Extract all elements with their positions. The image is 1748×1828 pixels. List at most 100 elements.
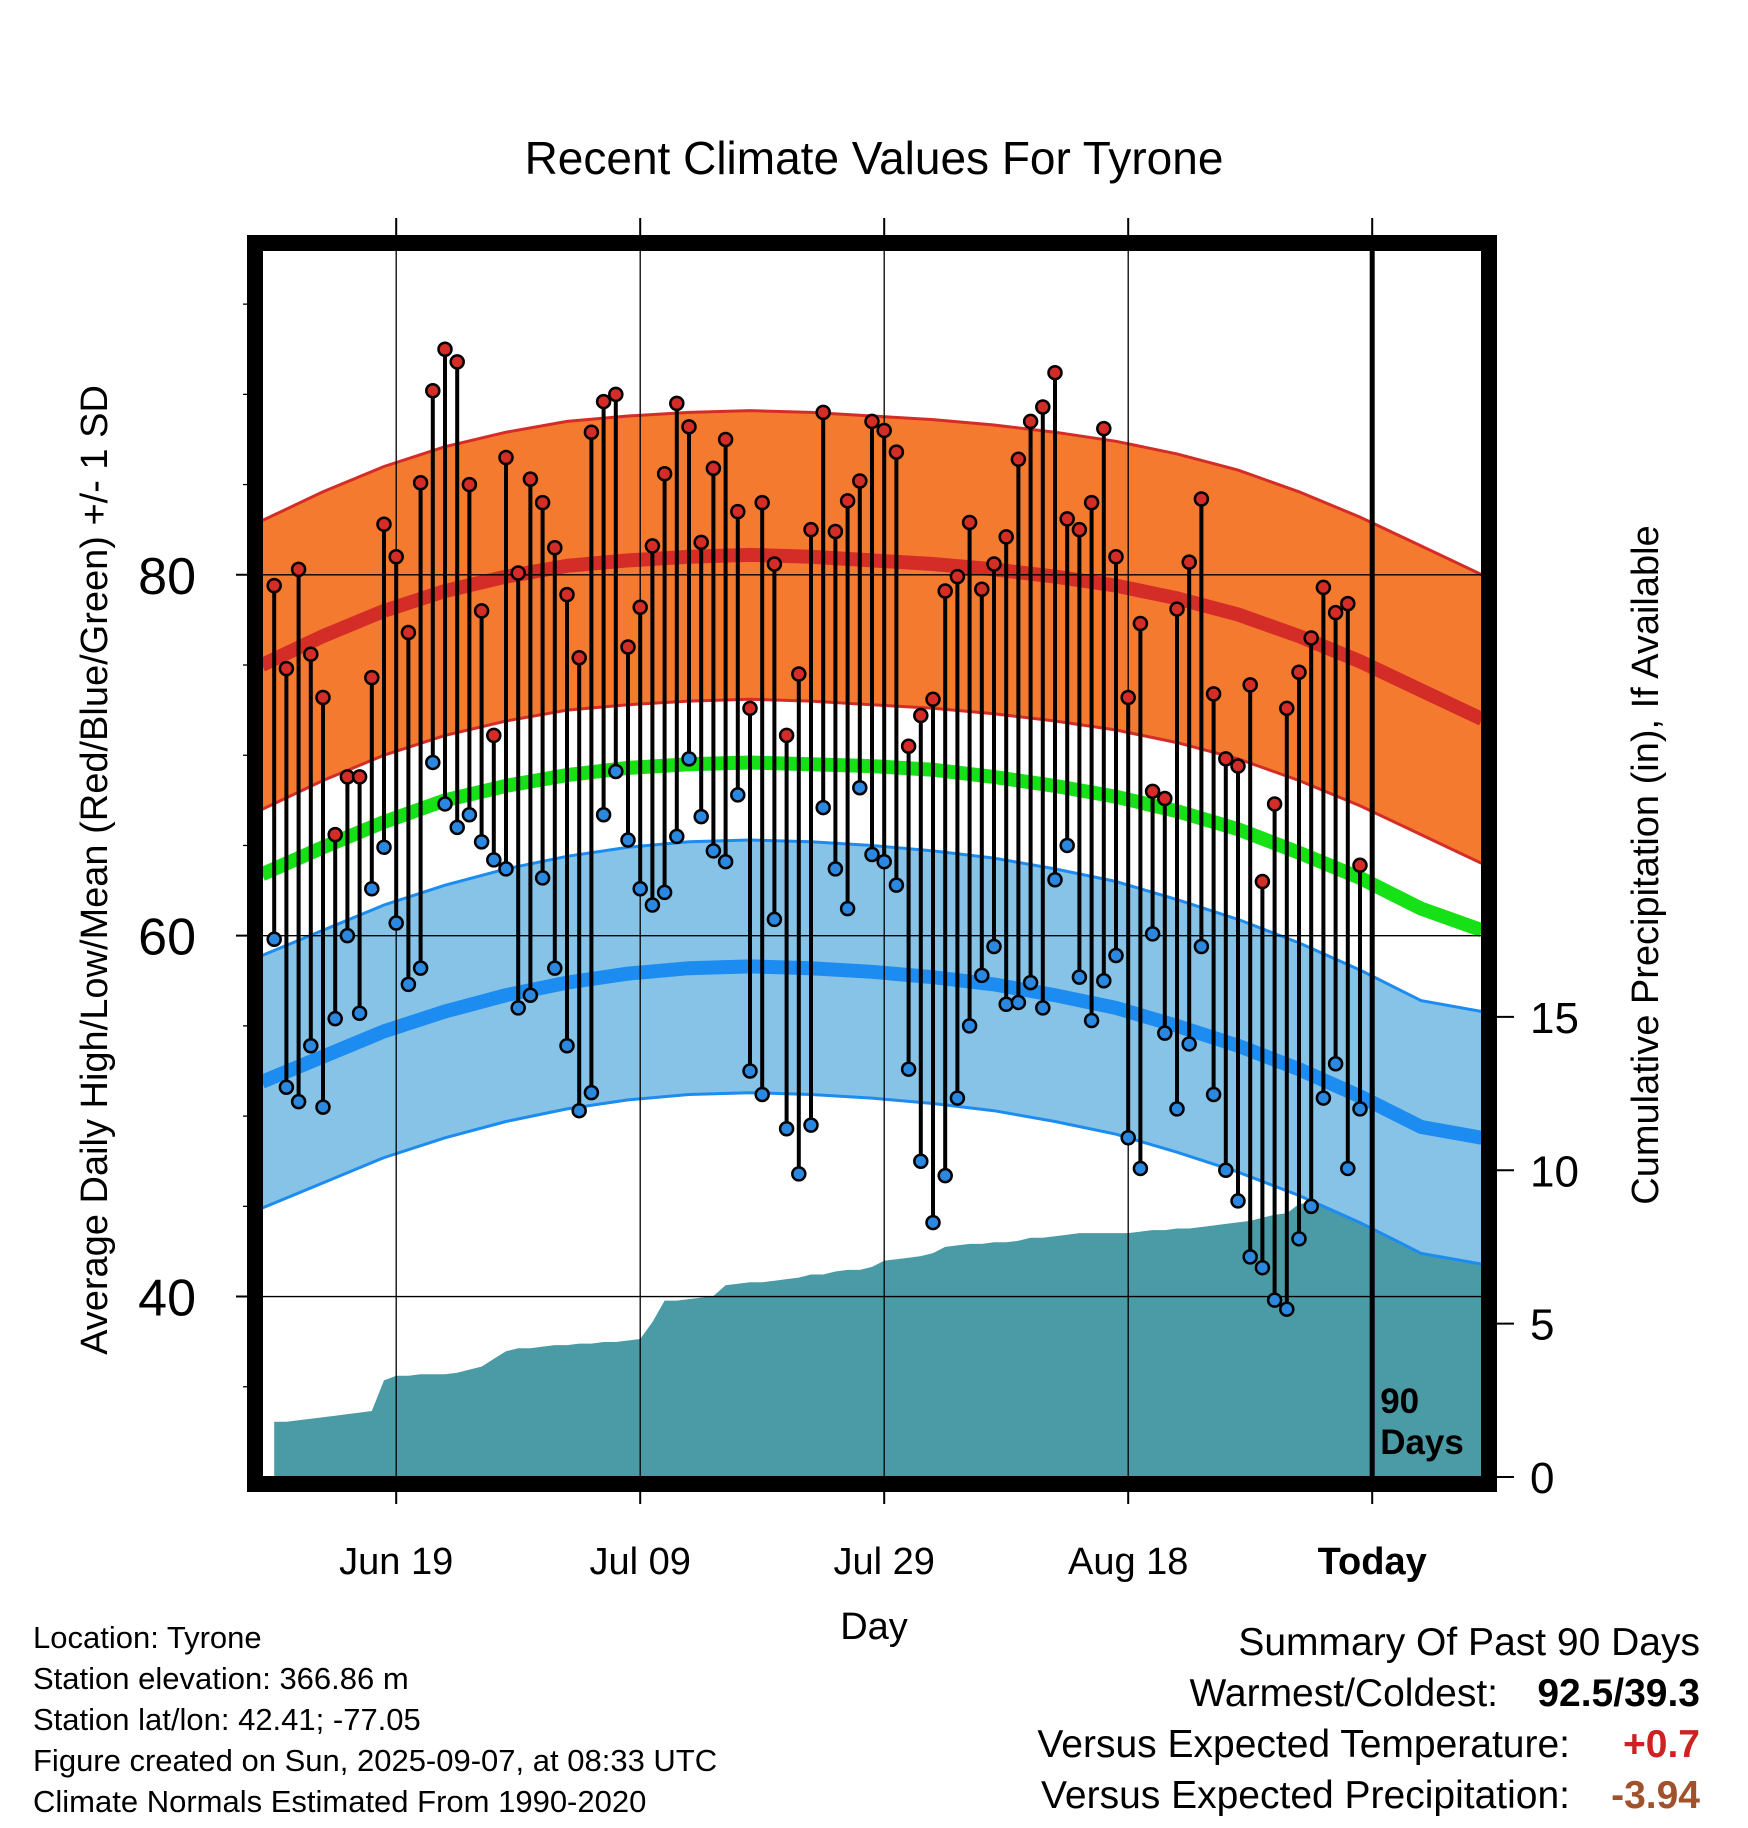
daily-high-point (1193, 491, 1210, 507)
daily-low-point (583, 1084, 600, 1101)
daily-low-point (705, 843, 722, 859)
daily-high-point (961, 514, 978, 531)
warmest-value: 92.5/39.3 (1537, 1672, 1700, 1715)
daily-high-point (986, 556, 1002, 572)
daily-high-point (1071, 521, 1088, 538)
daily-high-point (1242, 677, 1258, 693)
daily-low-point (388, 915, 404, 931)
daily-low-point (803, 1117, 819, 1133)
daily-low-point (949, 1090, 966, 1106)
plot-frame (247, 235, 1497, 1492)
daily-low-point (327, 1010, 343, 1027)
daily-high-point (522, 471, 539, 487)
daily-high-point (998, 529, 1014, 545)
daily-high-point (571, 650, 587, 666)
daily-high-point (303, 646, 319, 662)
daily-low-point (1218, 1162, 1234, 1178)
daily-high-point (803, 521, 819, 538)
daily-low-point (961, 1018, 978, 1034)
daily-high-point (559, 586, 575, 603)
daily-high-point (717, 431, 734, 448)
daily-high-point (913, 707, 929, 724)
daily-low-point (1327, 1056, 1344, 1072)
daily-high-point (1352, 857, 1368, 874)
station-info: Location: Tyrone Station elevation: 366.… (33, 1617, 717, 1822)
daily-low-point (339, 927, 356, 944)
daily-high-point (742, 700, 758, 717)
daily-high-point (449, 354, 465, 370)
daily-low-point (437, 796, 453, 812)
daily-high-point (754, 494, 770, 511)
y-axis-label: Average Daily High/Low/Mean (Red/Blue/Gr… (74, 385, 116, 1355)
daily-low-point (1108, 947, 1124, 964)
daily-high-point (608, 386, 624, 403)
daily-low-point (608, 763, 624, 780)
daily-low-point (742, 1063, 758, 1079)
daily-low-point (1059, 837, 1075, 854)
daily-high-point (510, 565, 526, 581)
daily-high-point (327, 826, 343, 843)
daily-low-point (827, 861, 844, 877)
y-tick-label: 60 (138, 909, 196, 967)
daily-low-point (595, 807, 612, 823)
daily-low-point (925, 1214, 941, 1231)
daily-high-point (461, 476, 478, 493)
y2-tick-label: 5 (1530, 1301, 1554, 1350)
daily-high-point (595, 393, 612, 410)
daily-high-point (486, 727, 502, 744)
daily-high-point (412, 475, 429, 491)
daily-low-point (852, 779, 868, 796)
summary-temp-row: Versus Expected Temperature: +0.7 (1037, 1719, 1700, 1770)
daily-low-point (315, 1099, 331, 1115)
daily-low-point (498, 861, 514, 877)
x-axis-label: Day (840, 1606, 908, 1648)
daily-high-point (1315, 579, 1332, 596)
daily-low-point (1254, 1259, 1271, 1276)
daily-high-point (1120, 689, 1136, 706)
warmest-label: Warmest/Coldest: (1189, 1672, 1498, 1715)
daily-low-point (1010, 994, 1027, 1011)
daily-high-point (632, 599, 648, 616)
daily-high-point (864, 413, 880, 430)
daily-high-point (791, 666, 807, 682)
daily-high-point (681, 419, 697, 435)
daily-high-point (425, 382, 441, 399)
daily-low-point (681, 751, 697, 767)
daily-low-point (290, 1093, 307, 1110)
daily-high-point (583, 424, 600, 440)
daily-low-point (1169, 1101, 1185, 1117)
daily-low-point (486, 852, 502, 868)
daily-low-point (1132, 1160, 1149, 1177)
x-tick-label: Jul 09 (589, 1541, 690, 1583)
daily-high-point (1022, 413, 1039, 430)
summary-panel: Summary Of Past 90 Days Warmest/Coldest:… (1037, 1617, 1700, 1821)
daily-low-point (547, 960, 563, 976)
daily-high-point (815, 404, 831, 421)
daily-high-point (1254, 873, 1271, 890)
normal-low-line (262, 959, 1482, 1145)
daily-low-point (461, 807, 478, 823)
daily-high-point (1108, 549, 1124, 565)
daily-low-point (839, 900, 856, 917)
daily-high-point (669, 395, 685, 412)
daily-high-point (266, 577, 282, 594)
daily-low-point (1242, 1249, 1258, 1265)
daily-high-point (1010, 451, 1027, 468)
daily-low-point (913, 1153, 929, 1169)
elevation-text: Station elevation: 366.86 m (33, 1661, 409, 1696)
daily-high-point (1169, 601, 1185, 617)
y2-tick-label: 15 (1530, 994, 1579, 1043)
low-band-lower-edge (262, 1091, 1482, 1266)
daily-low-point (791, 1166, 807, 1182)
today-days-number: 90 (1380, 1382, 1419, 1421)
daily-low-point (351, 1005, 368, 1022)
daily-low-point (1144, 926, 1161, 942)
daily-low-point (669, 828, 685, 845)
daily-low-point (1181, 1036, 1197, 1052)
daily-high-point (351, 769, 368, 785)
daily-low-point (1022, 974, 1039, 991)
daily-low-point (1279, 1301, 1295, 1317)
x-tick-label: Jun 19 (339, 1541, 453, 1583)
daily-high-point (1291, 664, 1307, 680)
daily-high-point (1132, 615, 1149, 632)
